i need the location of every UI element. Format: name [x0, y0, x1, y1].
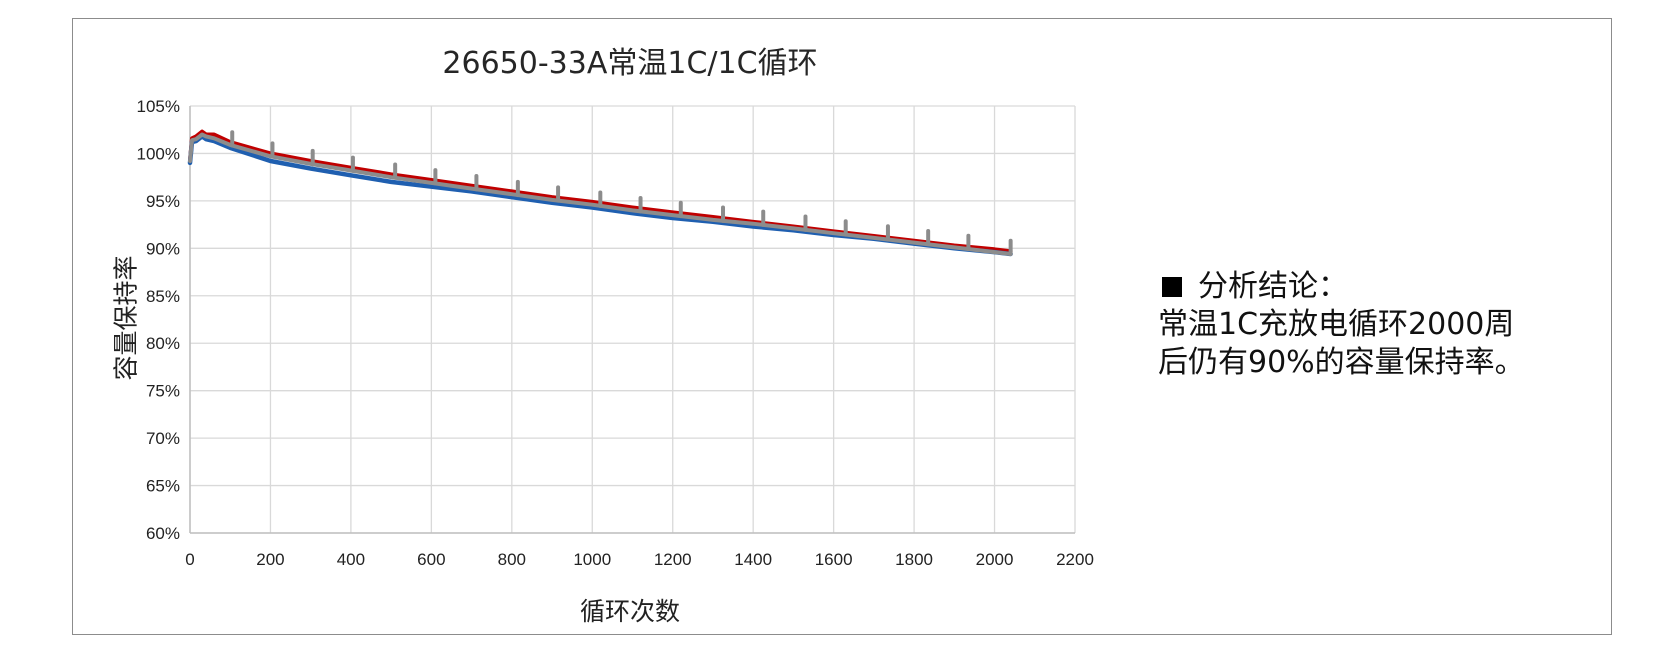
x-tick-label: 1600 [815, 550, 853, 569]
chart-title: 26650-33A常温1C/1C循环 [442, 46, 818, 81]
x-tick-label: 1800 [895, 550, 933, 569]
x-tick-label: 1400 [734, 550, 772, 569]
x-tick-label: 600 [417, 550, 445, 569]
y-tick-label: 65% [146, 477, 180, 496]
y-tick-label: 70% [146, 429, 180, 448]
conclusion-line-1: 常温1C充放电循环2000周 [1158, 307, 1515, 342]
x-tick-label: 2200 [1056, 550, 1094, 569]
y-tick-label: 80% [146, 334, 180, 353]
x-tick-label: 200 [256, 550, 284, 569]
x-tick-label: 0 [185, 550, 194, 569]
chart-frame [72, 18, 1612, 635]
conclusion-line-2: 后仍有90%的容量保持率。 [1158, 345, 1525, 380]
y-tick-label: 60% [146, 524, 180, 543]
x-tick-label: 400 [337, 550, 365, 569]
x-tick-label: 1000 [573, 550, 611, 569]
y-tick-label: 90% [146, 239, 180, 258]
y-tick-label: 95% [146, 192, 180, 211]
x-axis-label: 循环次数 [579, 597, 680, 626]
series-line-3 [188, 132, 1013, 256]
y-tick-label: 85% [146, 287, 180, 306]
conclusion-panel: 分析结论： 常温1C充放电循环2000周 后仍有90%的容量保持率。 [1158, 268, 1598, 382]
y-tick-label: 100% [137, 144, 180, 163]
y-tick-label: 105% [137, 97, 180, 116]
conclusion-heading: 分析结论： [1198, 269, 1348, 304]
x-tick-label: 1200 [654, 550, 692, 569]
y-tick-label: 75% [146, 382, 180, 401]
x-tick-label: 2000 [976, 550, 1014, 569]
black-square-icon [1162, 277, 1182, 297]
x-tick-label: 800 [498, 550, 526, 569]
